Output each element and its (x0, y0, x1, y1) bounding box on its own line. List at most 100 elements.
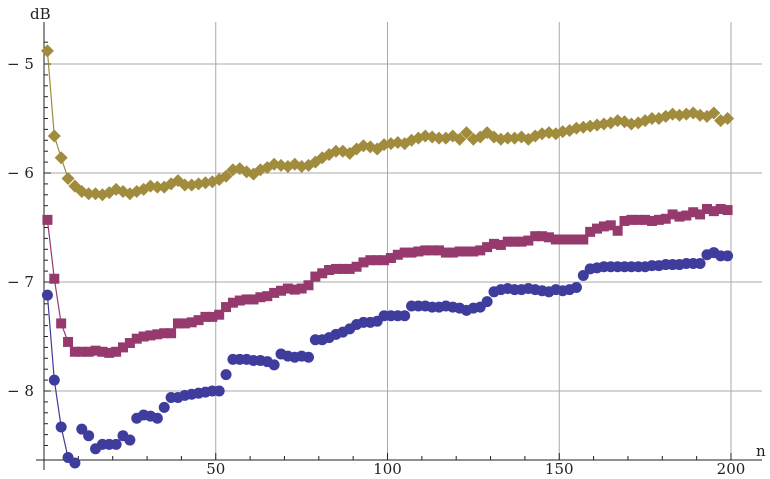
data-point-square (667, 209, 678, 220)
data-point-square (49, 273, 60, 284)
data-point-diamond (535, 127, 549, 141)
data-point-square (365, 255, 376, 266)
data-point-square (241, 294, 252, 305)
data-point-square (523, 235, 534, 246)
data-point-square (303, 280, 314, 291)
data-point-diamond (721, 112, 735, 125)
data-point-square (124, 338, 135, 349)
data-point-diamond (150, 180, 164, 194)
data-point-square (482, 242, 493, 253)
x-axis-label: n (756, 442, 766, 460)
data-point-square (626, 214, 637, 225)
data-point-diamond (645, 112, 659, 125)
data-point-square (537, 231, 548, 242)
data-point-square (722, 205, 733, 216)
data-point-square (262, 291, 273, 302)
data-point-circle (151, 412, 163, 424)
data-point-square (399, 247, 410, 258)
data-point-diamond (618, 115, 632, 129)
data-point-diamond (563, 123, 577, 137)
data-point-square (502, 236, 513, 247)
data-point-square (379, 255, 390, 266)
data-point-square (392, 249, 403, 260)
data-point-diamond (707, 106, 721, 120)
data-point-square (440, 247, 451, 258)
data-point-circle (124, 434, 136, 446)
data-point-square (447, 247, 458, 258)
data-point-square (207, 311, 218, 322)
data-point-square (248, 294, 259, 305)
data-point-square (234, 295, 245, 306)
data-point-circle (41, 289, 53, 301)
data-point-square (344, 263, 355, 274)
data-point-square (324, 265, 335, 276)
data-point-square (227, 297, 238, 308)
data-point-square (516, 236, 527, 247)
data-point-square (646, 215, 657, 226)
data-point-circle (55, 421, 67, 433)
data-point-square (592, 223, 603, 234)
data-point-circle (722, 250, 734, 262)
grid-layer (44, 22, 762, 460)
data-point-square (317, 268, 328, 279)
data-point-square (612, 225, 623, 236)
data-point-square (166, 328, 177, 339)
data-point-square (172, 318, 183, 329)
data-point-square (640, 214, 651, 225)
data-point-circle (48, 374, 60, 386)
data-point-square (557, 234, 568, 245)
data-point-square (282, 283, 293, 294)
x-tick-label: 150 (545, 460, 574, 478)
data-point-square (681, 210, 692, 221)
data-point-circle (220, 369, 232, 381)
data-point-diamond (82, 187, 96, 201)
data-point-square (337, 263, 348, 274)
series-circle (41, 247, 734, 469)
data-point-square (420, 245, 431, 256)
data-point-square (372, 255, 383, 266)
data-point-square (715, 203, 726, 214)
data-point-circle (577, 269, 589, 281)
data-point-square (214, 309, 225, 320)
series-square (42, 203, 733, 358)
y-tick-label: − 5 (7, 55, 34, 73)
data-point-circle (76, 423, 88, 435)
data-point-square (104, 347, 115, 358)
data-point-circle (110, 438, 122, 450)
series-connector-line (46, 50, 69, 179)
data-point-square (488, 238, 499, 249)
data-point-square (76, 346, 87, 357)
data-point-diamond (54, 151, 68, 165)
data-point-square (97, 346, 108, 357)
data-point-square (385, 253, 396, 264)
data-point-square (152, 329, 163, 340)
data-point-square (90, 345, 101, 356)
data-point-square (578, 234, 589, 245)
data-point-diamond (116, 185, 130, 199)
data-point-diamond (460, 126, 474, 140)
data-point-square (255, 292, 266, 303)
data-point-square (83, 346, 94, 357)
data-point-diamond (178, 178, 192, 192)
data-point-square (695, 209, 706, 220)
data-point-square (56, 318, 67, 329)
data-point-diamond (61, 171, 75, 185)
data-point-square (427, 245, 438, 256)
data-point-diamond (501, 131, 515, 145)
data-point-square (708, 206, 719, 217)
data-point-circle (158, 401, 170, 413)
data-point-diamond (453, 132, 467, 146)
data-point-square (406, 247, 417, 258)
data-point-square (186, 317, 197, 328)
data-point-square (475, 245, 486, 256)
data-point-circle (302, 351, 314, 363)
data-point-diamond (549, 127, 563, 141)
data-point-square (159, 328, 170, 339)
data-point-square (330, 263, 341, 274)
data-point-square (193, 315, 204, 326)
data-point-square (221, 302, 232, 313)
data-point-square (289, 284, 300, 295)
data-point-square (564, 234, 575, 245)
data-point-square (461, 246, 472, 257)
